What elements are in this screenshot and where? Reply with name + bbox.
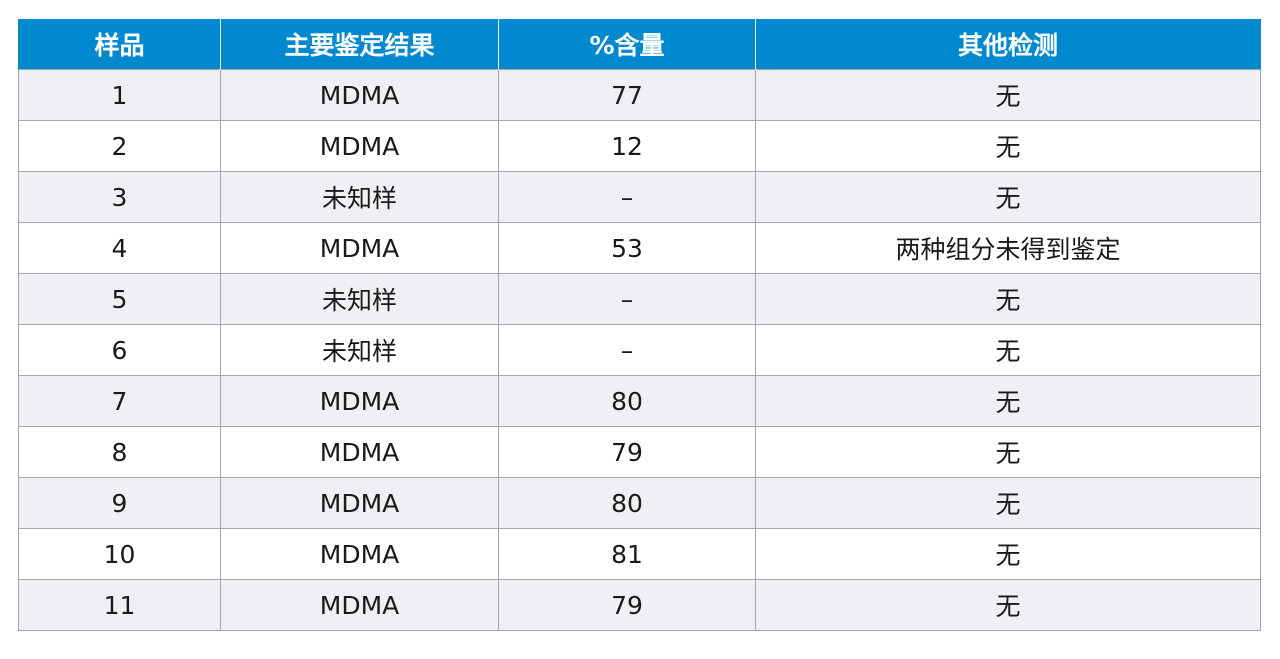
table-header: 样品 主要鉴定结果 %含量 其他检测	[18, 19, 1261, 70]
cell-other-detection: 两种组分未得到鉴定	[755, 222, 1261, 274]
header-content-percent: %含量	[498, 19, 756, 70]
header-main-result: 主要鉴定结果	[220, 19, 499, 70]
table-row: 1 MDMA 77 无	[18, 69, 1261, 121]
table-row: 11 MDMA 79 无	[18, 579, 1261, 631]
cell-main-result: MDMA	[220, 120, 499, 172]
table-row: 8 MDMA 79 无	[18, 426, 1261, 478]
cell-content-percent: 12	[498, 120, 756, 172]
cell-main-result: 未知样	[220, 171, 499, 223]
cell-content-percent: –	[498, 324, 756, 376]
cell-content-percent: 80	[498, 477, 756, 529]
cell-other-detection: 无	[755, 477, 1261, 529]
table-row: 6 未知样 – 无	[18, 324, 1261, 376]
cell-sample: 5	[18, 273, 221, 325]
cell-sample: 3	[18, 171, 221, 223]
cell-sample: 11	[18, 579, 221, 631]
cell-sample: 1	[18, 69, 221, 121]
cell-sample: 9	[18, 477, 221, 529]
table-row: 7 MDMA 80 无	[18, 375, 1261, 427]
cell-main-result: 未知样	[220, 273, 499, 325]
cell-content-percent: 80	[498, 375, 756, 427]
table-body: 1 MDMA 77 无 2 MDMA 12 无 3 未知样 – 无 4 MDMA 53 两种组分未得到鉴定 5 未…	[18, 69, 1261, 631]
cell-content-percent: 53	[498, 222, 756, 274]
cell-main-result: 未知样	[220, 324, 499, 376]
cell-content-percent: 81	[498, 528, 756, 580]
table-row: 10 MDMA 81 无	[18, 528, 1261, 580]
table-row: 5 未知样 – 无	[18, 273, 1261, 325]
cell-sample: 7	[18, 375, 221, 427]
cell-main-result: MDMA	[220, 222, 499, 274]
cell-content-percent: –	[498, 273, 756, 325]
cell-main-result: MDMA	[220, 579, 499, 631]
header-sample: 样品	[18, 19, 221, 70]
cell-other-detection: 无	[755, 528, 1261, 580]
cell-other-detection: 无	[755, 579, 1261, 631]
cell-sample: 2	[18, 120, 221, 172]
cell-other-detection: 无	[755, 171, 1261, 223]
cell-other-detection: 无	[755, 375, 1261, 427]
table-row: 3 未知样 – 无	[18, 171, 1261, 223]
cell-other-detection: 无	[755, 426, 1261, 478]
cell-main-result: MDMA	[220, 69, 499, 121]
cell-other-detection: 无	[755, 324, 1261, 376]
cell-main-result: MDMA	[220, 426, 499, 478]
cell-sample: 4	[18, 222, 221, 274]
cell-main-result: MDMA	[220, 477, 499, 529]
table-row: 9 MDMA 80 无	[18, 477, 1261, 529]
cell-content-percent: 79	[498, 426, 756, 478]
cell-other-detection: 无	[755, 69, 1261, 121]
cell-sample: 10	[18, 528, 221, 580]
cell-content-percent: 77	[498, 69, 756, 121]
cell-content-percent: 79	[498, 579, 756, 631]
table-row: 2 MDMA 12 无	[18, 120, 1261, 172]
cell-content-percent: –	[498, 171, 756, 223]
cell-sample: 8	[18, 426, 221, 478]
results-table: 样品 主要鉴定结果 %含量 其他检测 1 MDMA 77 无 2 MDMA 12 无 3 未知样 –…	[18, 19, 1261, 631]
table-row: 4 MDMA 53 两种组分未得到鉴定	[18, 222, 1261, 274]
cell-main-result: MDMA	[220, 375, 499, 427]
cell-other-detection: 无	[755, 273, 1261, 325]
cell-other-detection: 无	[755, 120, 1261, 172]
header-other-detection: 其他检测	[755, 19, 1261, 70]
header-row: 样品 主要鉴定结果 %含量 其他检测	[18, 19, 1261, 70]
cell-main-result: MDMA	[220, 528, 499, 580]
cell-sample: 6	[18, 324, 221, 376]
